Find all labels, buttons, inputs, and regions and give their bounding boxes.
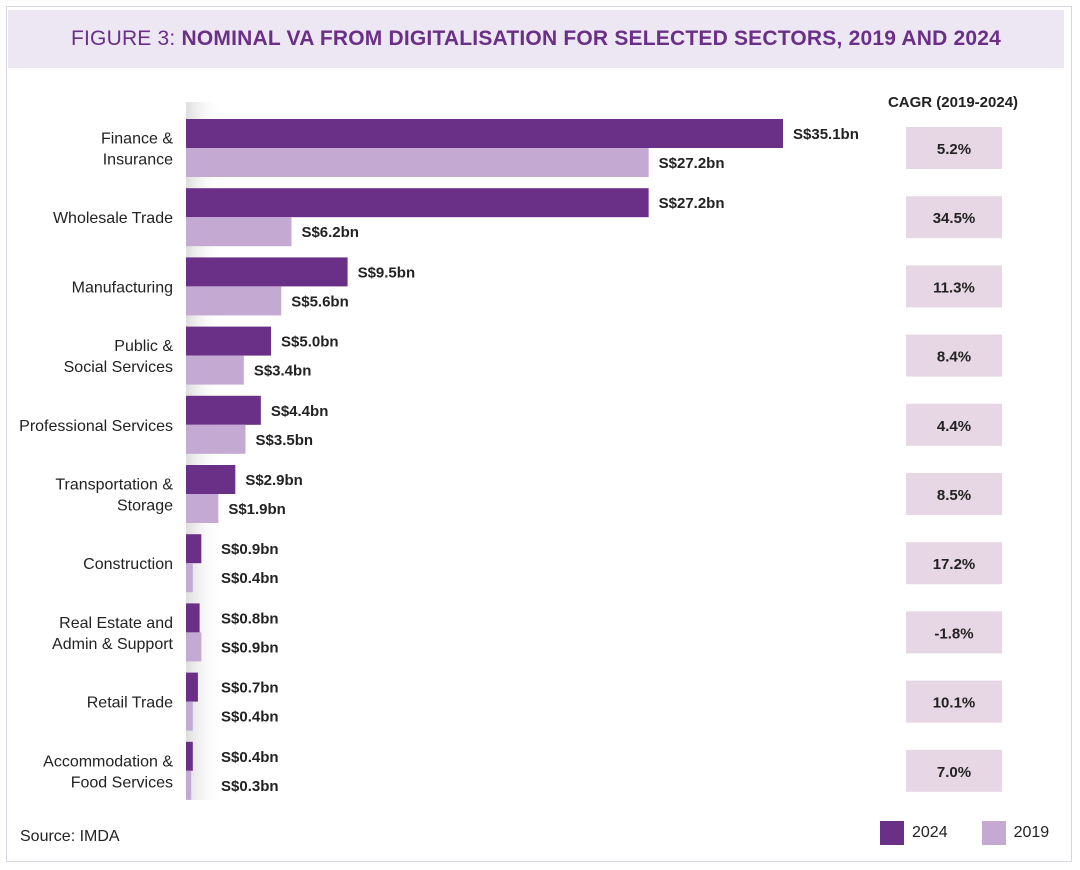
cagr-box (906, 196, 1002, 239)
category-label: Real Estate and (59, 615, 173, 632)
figure-frame (6, 6, 1072, 862)
bar-2024 (186, 741, 193, 771)
category-label: Admin & Support (52, 636, 174, 653)
bar-2019 (186, 286, 282, 316)
legend: 2024 2019 (880, 820, 1049, 846)
cagr-box (906, 265, 1002, 308)
cagr-value: 8.4% (937, 349, 971, 366)
cagr-header: CAGR (2019-2024) (888, 94, 1018, 111)
cagr-value: 34.5% (933, 210, 976, 227)
bar-2019 (186, 494, 219, 523)
category-label: Accommodation & (43, 753, 173, 770)
value-label-2019: S$5.6bn (291, 293, 349, 310)
bar-2024 (186, 465, 236, 494)
bar-2019 (186, 355, 244, 385)
category-label: Manufacturing (72, 279, 173, 296)
cagr-value: 8.5% (937, 487, 971, 504)
value-label-2024: S$4.4bn (271, 403, 329, 420)
bar-2019 (186, 148, 649, 177)
cagr-box (906, 611, 1002, 654)
category-label: Transportation & (55, 477, 173, 494)
value-label-2019: S$1.9bn (228, 501, 286, 518)
value-label-2024: S$0.4bn (221, 749, 279, 766)
cagr-value: 11.3% (933, 279, 975, 296)
bar-2024 (186, 188, 649, 218)
value-label-2019: S$0.4bn (221, 570, 279, 587)
figure-title-prefix: FIGURE 3: (70, 27, 182, 50)
legend-item-2019: 2019 (981, 821, 1050, 845)
legend-item-2024: 2024 (880, 821, 948, 845)
title-band: FIGURE 3: NOMINAL VA FROM DIGITALISATION… (8, 10, 1064, 68)
cagr-value: 5.2% (937, 141, 971, 158)
cagr-box (906, 680, 1002, 723)
bar-2019 (186, 424, 246, 454)
bar-2024 (186, 672, 198, 702)
legend-swatch-2019 (981, 821, 1006, 845)
category-label: Wholesale Trade (53, 210, 173, 227)
source-note: Source: IMDA (20, 828, 120, 845)
value-label-2019: S$0.4bn (221, 709, 279, 726)
figure-title: FIGURE 3: NOMINAL VA FROM DIGITALISATION… (8, 10, 1064, 68)
value-label-2024: S$0.7bn (221, 680, 279, 697)
bar-2024 (186, 119, 783, 148)
cagr-value: 4.4% (937, 418, 971, 435)
category-label: Social Services (64, 359, 173, 376)
bar-2024 (186, 534, 202, 564)
bar-2019 (186, 632, 202, 662)
cagr-value: 10.1% (933, 695, 976, 712)
category-label: Food Services (71, 774, 173, 791)
value-label-2024: S$0.8bn (221, 610, 279, 627)
category-label: Retail Trade (87, 695, 173, 712)
value-label-2024: S$35.1bn (793, 126, 859, 143)
cagr-box (906, 749, 1002, 792)
cagr-box (906, 473, 1002, 515)
value-label-2019: S$0.9bn (221, 639, 279, 656)
legend-label-2019: 2019 (1013, 824, 1050, 841)
value-label-2019: S$6.2bn (301, 224, 359, 241)
value-label-2019: S$27.2bn (659, 155, 725, 172)
bar-2024 (186, 395, 261, 425)
category-label: Storage (117, 498, 173, 515)
cagr-value: -1.8% (934, 625, 973, 642)
bar-2019 (186, 701, 193, 731)
value-label-2024: S$27.2bn (659, 195, 725, 212)
legend-label-2024: 2024 (912, 824, 948, 841)
bar-2024 (186, 326, 272, 356)
cagr-box (906, 542, 1002, 585)
bar-2019 (186, 217, 292, 247)
bar-2024 (186, 603, 200, 633)
category-label: Professional Services (19, 418, 173, 435)
cagr-box (906, 403, 1002, 446)
figure-title-main: NOMINAL VA FROM DIGITALISATION FOR SELEC… (181, 27, 1001, 50)
value-label-2024: S$9.5bn (358, 264, 416, 281)
value-label-2024: S$2.9bn (245, 472, 303, 489)
bar-2019 (186, 563, 193, 593)
legend-swatch-2024 (880, 821, 904, 845)
bar-2019 (186, 770, 192, 800)
cagr-value: 7.0% (937, 764, 971, 781)
category-label: Construction (83, 556, 173, 573)
cagr-box (906, 127, 1002, 169)
category-label: Insurance (103, 152, 173, 169)
cagr-box (906, 334, 1002, 377)
bar-2024 (186, 257, 348, 287)
value-label-2024: S$5.0bn (281, 334, 339, 351)
value-label-2019: S$3.4bn (254, 363, 312, 380)
category-label: Public & (114, 338, 173, 355)
value-label-2019: S$0.3bn (221, 778, 279, 795)
value-label-2019: S$3.5bn (256, 432, 314, 449)
cagr-value: 17.2% (933, 556, 976, 573)
category-label: Finance & (101, 131, 173, 148)
value-label-2024: S$0.9bn (221, 541, 279, 558)
